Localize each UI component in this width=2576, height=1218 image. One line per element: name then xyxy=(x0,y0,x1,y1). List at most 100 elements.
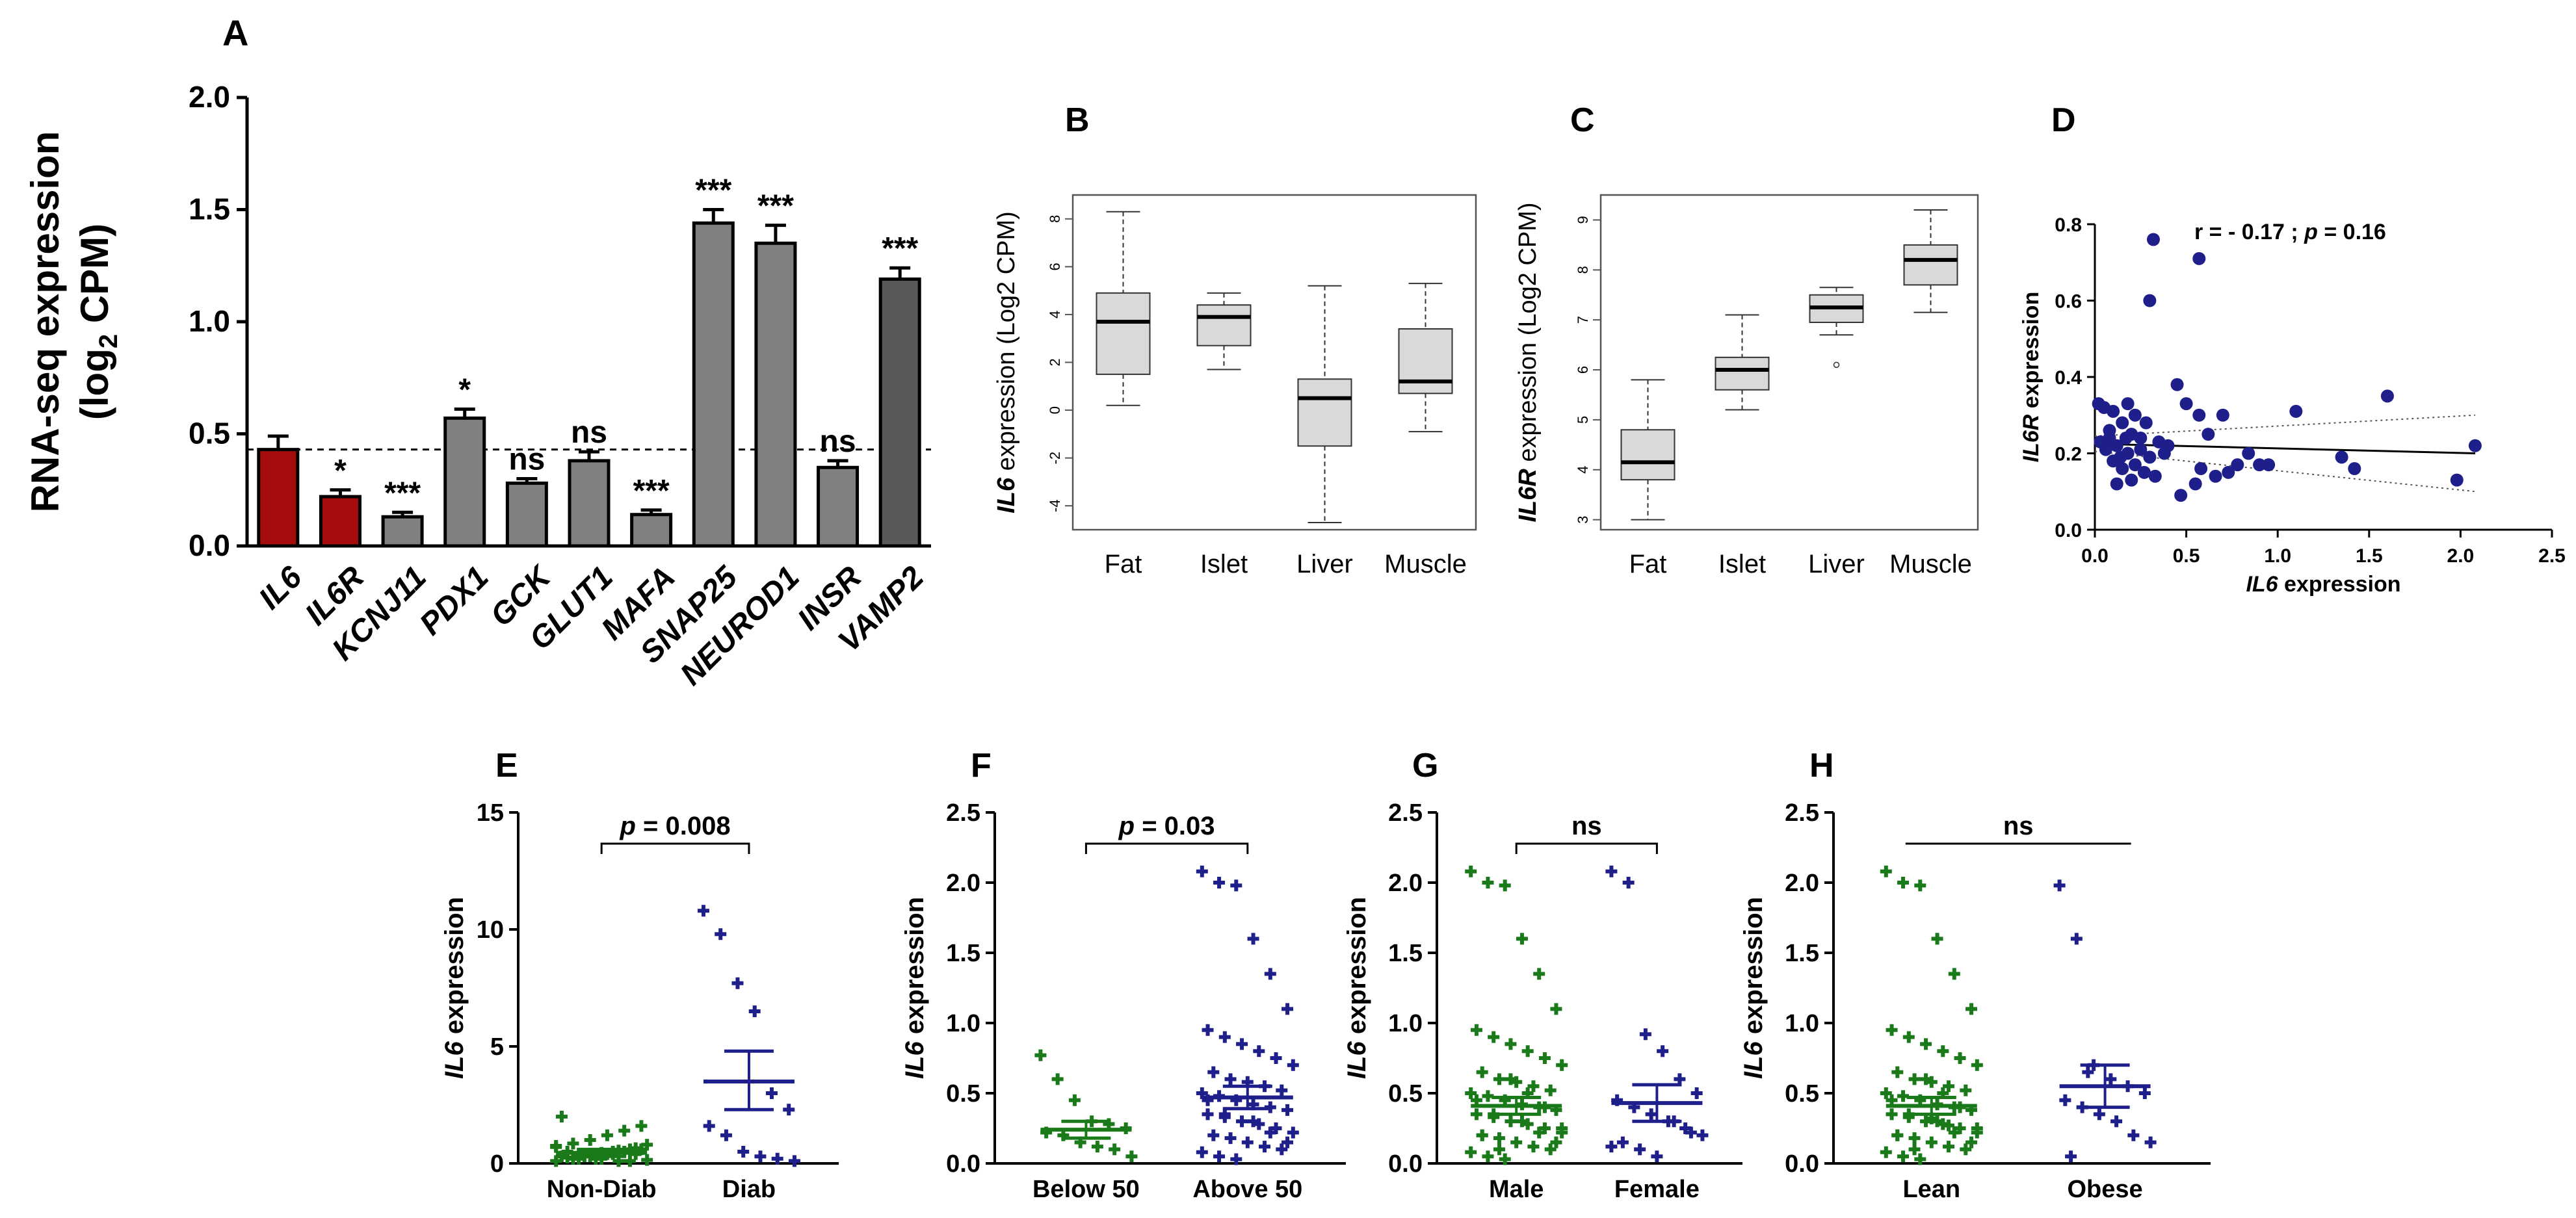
data-point xyxy=(1639,1028,1651,1041)
y-label-rest: expression xyxy=(1739,897,1768,1041)
y-tick-label: 15 xyxy=(477,799,504,827)
y-tick-label: 2.5 xyxy=(1785,799,1819,827)
data-point xyxy=(1196,865,1208,877)
data-point xyxy=(2192,252,2206,265)
data-point xyxy=(2144,1136,2157,1148)
x-tick-label: Below 50 xyxy=(1032,1176,1140,1203)
data-point xyxy=(1605,865,1618,877)
data-point xyxy=(2134,432,2148,445)
y-tick-label-group: 3 xyxy=(1575,516,1591,524)
data-point xyxy=(2093,1108,2105,1121)
data-point xyxy=(2194,462,2208,475)
x-axis-label: IL6 expression xyxy=(2246,572,2400,597)
bracket-label: ns xyxy=(1571,812,1602,840)
data-point xyxy=(1891,1066,1904,1078)
data-point xyxy=(1281,1003,1294,1015)
x-tick-label: 1.0 xyxy=(2264,545,2291,567)
y-tick-label-group: 8 xyxy=(1575,266,1591,274)
data-point xyxy=(1224,1132,1237,1145)
x-tick-label-group: PDX1 xyxy=(414,560,495,642)
y-label-gene: IL6R xyxy=(1514,469,1542,523)
data-point xyxy=(1943,1080,1955,1093)
data-point xyxy=(754,1150,767,1163)
ci-upper-line xyxy=(2094,414,2475,437)
x-tick-label: Islet xyxy=(1200,550,1248,578)
data-point xyxy=(703,1120,715,1132)
data-point xyxy=(1236,1115,1248,1128)
y-label-line-2: (log2 CPM) xyxy=(73,224,123,420)
data-point xyxy=(1902,1031,1915,1043)
panel-g-dotplot: 0.0 0.5 1.0 1.5 2.0 2.5 IL6 expression Male Fema… xyxy=(1343,799,1742,1203)
data-point xyxy=(1213,877,1226,888)
data-point xyxy=(2059,1094,2071,1106)
bar-mafa xyxy=(630,513,673,548)
data-point xyxy=(2143,294,2157,307)
y-label-gene: IL6 xyxy=(1343,1041,1371,1080)
data-point xyxy=(731,977,744,989)
y-tick-label: 1.0 xyxy=(1388,1010,1423,1037)
y-tick-label: 6 xyxy=(1575,366,1591,374)
data-point xyxy=(2119,432,2133,445)
y-tick-label: 1.5 xyxy=(1388,940,1423,967)
y-tick-label: 0.5 xyxy=(1388,1080,1423,1108)
data-point xyxy=(1696,1129,1709,1141)
data-point xyxy=(2289,404,2303,418)
data-point xyxy=(1465,865,1477,877)
y-tick-label: 2.0 xyxy=(1388,870,1423,897)
y-label-log: (log xyxy=(73,348,116,420)
y-label-rest: expression (Log2 CPM) xyxy=(1514,202,1542,469)
data-point xyxy=(1276,1084,1288,1096)
data-point xyxy=(2116,462,2129,475)
data-point xyxy=(2137,465,2151,479)
data-point xyxy=(1920,1073,1932,1085)
x-tick-label: 2.5 xyxy=(2538,545,2566,567)
y-tick-label: 1.0 xyxy=(946,1010,980,1037)
data-point xyxy=(771,1152,783,1165)
data-point xyxy=(1605,1141,1618,1153)
data-point xyxy=(1533,968,1545,980)
y-tick-label: 8 xyxy=(1575,266,1591,274)
data-point xyxy=(2065,1150,2077,1163)
data-point xyxy=(1914,1153,1926,1165)
x-tick-label: Fat xyxy=(1629,550,1667,578)
y-tick-label: 9 xyxy=(1575,216,1591,224)
data-point xyxy=(2070,933,2083,945)
y-tick-label: 0.8 xyxy=(2055,214,2082,236)
y-axis-label-text: IL6 expression xyxy=(1343,897,1371,1079)
data-point xyxy=(1920,1038,1932,1050)
data-point xyxy=(1527,1141,1540,1153)
data-point xyxy=(1051,1073,1064,1085)
bracket-pvalue: = 0.03 xyxy=(1135,812,1215,840)
data-point xyxy=(1971,1122,1983,1134)
data-point xyxy=(2110,477,2123,491)
data-point xyxy=(1259,1141,1271,1153)
panel-letter-d: D xyxy=(2051,101,2076,139)
y-tick-label-group: 9 xyxy=(1575,216,1591,224)
x-tick-label: 0.0 xyxy=(2081,545,2109,567)
data-point xyxy=(1960,1143,1972,1156)
data-point xyxy=(1931,933,1943,945)
y-tick-label-group: 6 xyxy=(1047,263,1063,270)
y-tick-label: 0 xyxy=(1047,406,1063,414)
data-point xyxy=(1533,1126,1545,1139)
y-label-rest: expression xyxy=(900,897,929,1041)
x-tick-label: Diab xyxy=(722,1176,776,1203)
bar-il6 xyxy=(257,448,300,548)
data-point xyxy=(1241,1136,1254,1148)
significance-label: * xyxy=(458,373,471,408)
data-point xyxy=(1948,1126,1960,1139)
y-tick-label: 6 xyxy=(1047,263,1063,270)
data-point xyxy=(1236,1038,1248,1050)
x-tick-label: Non-Diab xyxy=(547,1176,657,1203)
y-tick-label-group: -4 xyxy=(1047,499,1063,512)
data-point xyxy=(1674,1073,1686,1085)
data-point xyxy=(1886,1024,1898,1036)
significance-label: ns xyxy=(571,415,607,450)
panel-letter-c: C xyxy=(1570,101,1595,139)
y-tick-label: 2.5 xyxy=(1388,799,1423,827)
y-axis-label: IL6R expression (Log2 CPM) xyxy=(1514,202,1542,522)
data-point xyxy=(601,1129,613,1141)
data-point xyxy=(2116,416,2129,430)
data-point xyxy=(2179,397,2193,411)
